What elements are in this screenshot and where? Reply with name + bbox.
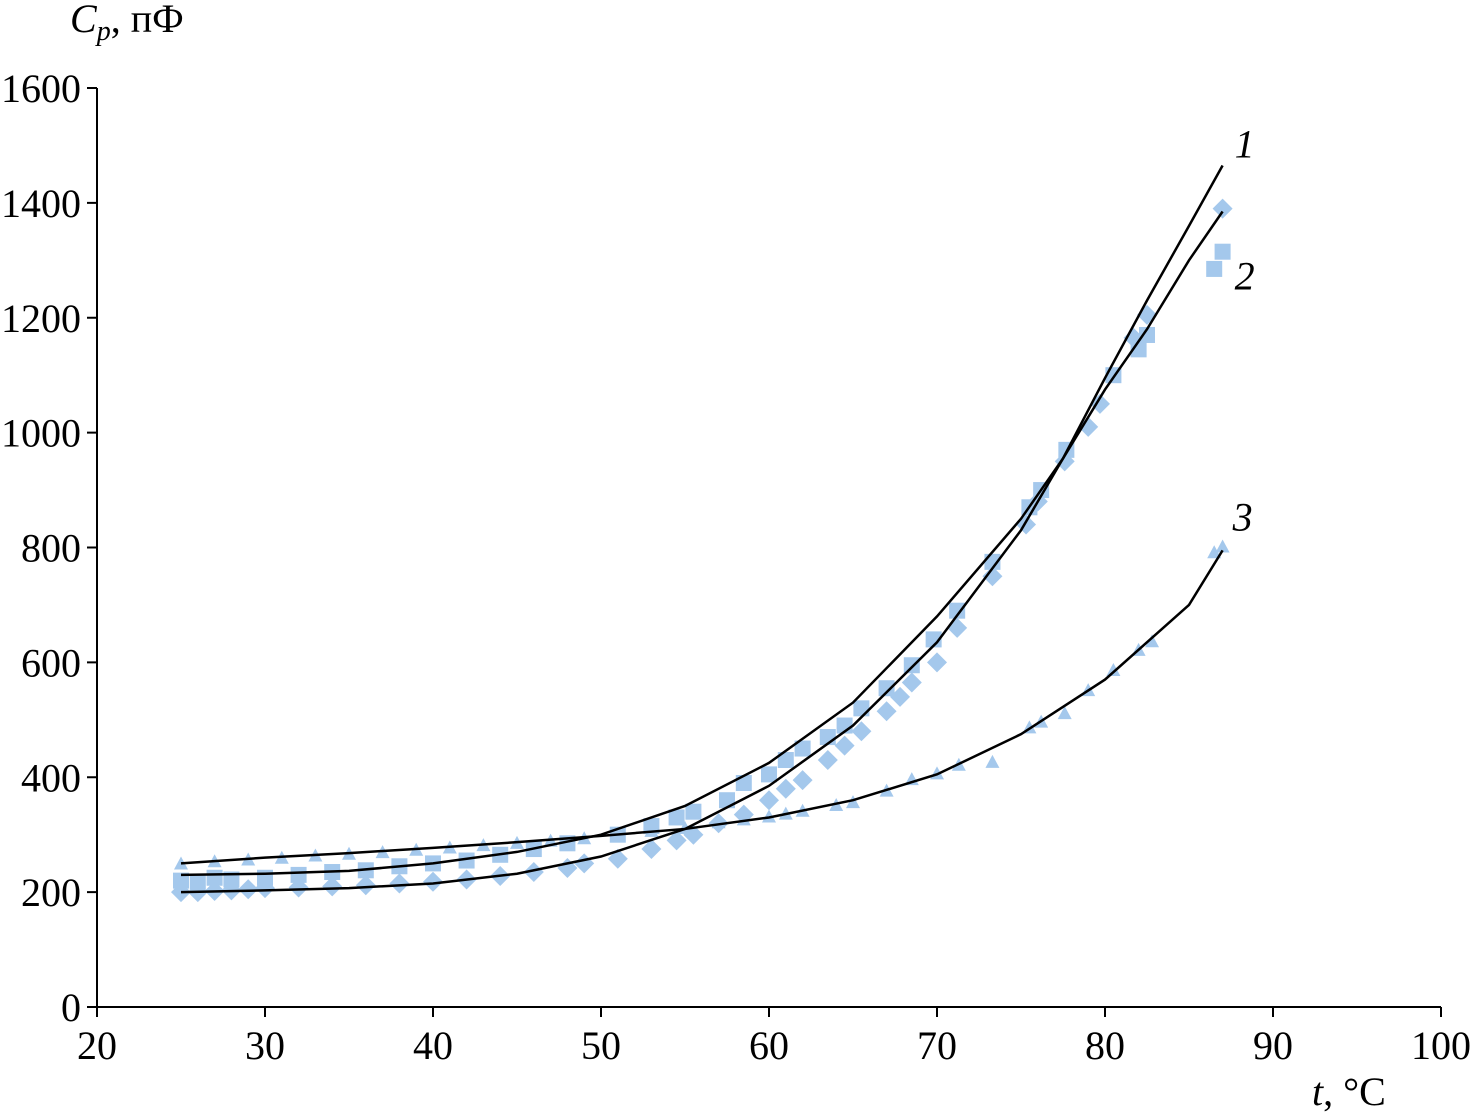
marker-diamond — [947, 617, 968, 638]
x-tick-label: 90 — [1253, 1023, 1293, 1068]
curve-label: 1 — [1235, 122, 1255, 167]
marker-diamond — [641, 839, 662, 860]
marker-diamond — [792, 770, 813, 791]
marker-diamond — [759, 790, 779, 811]
y-tick-label: 1400 — [1, 181, 81, 226]
y-axis-label: Cp, пФ — [70, 0, 184, 47]
marker-square — [761, 766, 777, 783]
marker-diamond — [876, 701, 897, 722]
marker-square — [949, 602, 966, 619]
marker-diamond — [355, 875, 376, 896]
marker-diamond — [982, 566, 1003, 587]
y-label-unit: , пФ — [111, 0, 184, 41]
marker-diamond — [817, 750, 838, 771]
marker-diamond — [288, 877, 309, 898]
marker-triangle — [1145, 634, 1160, 648]
marker-square — [853, 700, 870, 717]
y-tick-label: 1600 — [1, 66, 81, 111]
marker-triangle — [846, 795, 860, 809]
x-tick-label: 50 — [581, 1023, 621, 1068]
marker-diamond — [389, 873, 410, 894]
marker-triangle — [644, 823, 659, 837]
x-tick-label: 20 — [77, 1023, 117, 1068]
marker-triangle — [762, 809, 776, 823]
curve-label: 3 — [1232, 494, 1253, 539]
marker-diamond — [834, 735, 855, 756]
marker-diamond — [574, 853, 595, 874]
x-label-unit: , °C — [1323, 1069, 1386, 1114]
marker-diamond — [1212, 198, 1233, 219]
x-tick-label: 80 — [1085, 1023, 1125, 1068]
marker-square — [458, 852, 475, 869]
marker-square — [777, 752, 794, 769]
x-tick-label: 40 — [413, 1023, 453, 1068]
marker-square — [903, 657, 920, 674]
marker-diamond — [775, 778, 796, 799]
y-tick-label: 600 — [21, 640, 81, 685]
fit-curve — [180, 549, 1224, 865]
marker-diamond — [423, 871, 443, 892]
x-tick-label: 70 — [917, 1023, 957, 1068]
marker-triangle — [985, 754, 1000, 768]
marker-diamond — [666, 830, 687, 851]
marker-triangle — [1207, 545, 1222, 559]
curve-label: 2 — [1235, 253, 1255, 298]
marker-square — [1214, 243, 1231, 260]
marker-diamond — [322, 876, 343, 897]
marker-diamond — [901, 672, 922, 693]
marker-diamond — [890, 686, 911, 707]
x-tick-label: 30 — [245, 1023, 285, 1068]
y-tick-label: 400 — [21, 755, 81, 800]
y-tick-label: 800 — [21, 526, 81, 571]
marker-square — [925, 631, 942, 648]
x-tick-label: 60 — [749, 1023, 789, 1068]
marker-triangle — [1215, 539, 1230, 553]
marker-diamond — [851, 721, 872, 742]
marker-square — [668, 809, 685, 826]
x-label-symbol: t — [1312, 1069, 1324, 1114]
marker-diamond — [927, 652, 947, 673]
y-tick-label: 200 — [21, 870, 81, 915]
marker-square — [290, 866, 307, 883]
marker-square — [1139, 326, 1155, 343]
x-axis-label: t, °C — [1312, 1069, 1386, 1114]
marker-triangle — [1106, 662, 1121, 676]
marker-square — [685, 803, 702, 820]
y-tick-label: 1200 — [1, 296, 81, 341]
x-tick-label: 100 — [1411, 1023, 1471, 1068]
marker-triangle — [1057, 706, 1072, 720]
marker-square — [878, 680, 895, 697]
y-tick-label: 1000 — [1, 411, 81, 456]
marker-diamond — [238, 879, 259, 900]
y-label-subscript: p — [95, 16, 111, 47]
marker-square — [794, 740, 811, 757]
y-label-symbol: C — [70, 0, 98, 41]
marker-square — [1206, 260, 1223, 277]
fit-curve — [180, 164, 1224, 877]
marker-diamond — [255, 878, 275, 899]
marker-square — [189, 873, 206, 890]
y-tick-label: 0 — [61, 985, 81, 1030]
marker-square — [173, 872, 189, 889]
fit-curve — [180, 210, 1224, 894]
marker-diamond — [523, 862, 544, 883]
marker-diamond — [1016, 514, 1037, 535]
